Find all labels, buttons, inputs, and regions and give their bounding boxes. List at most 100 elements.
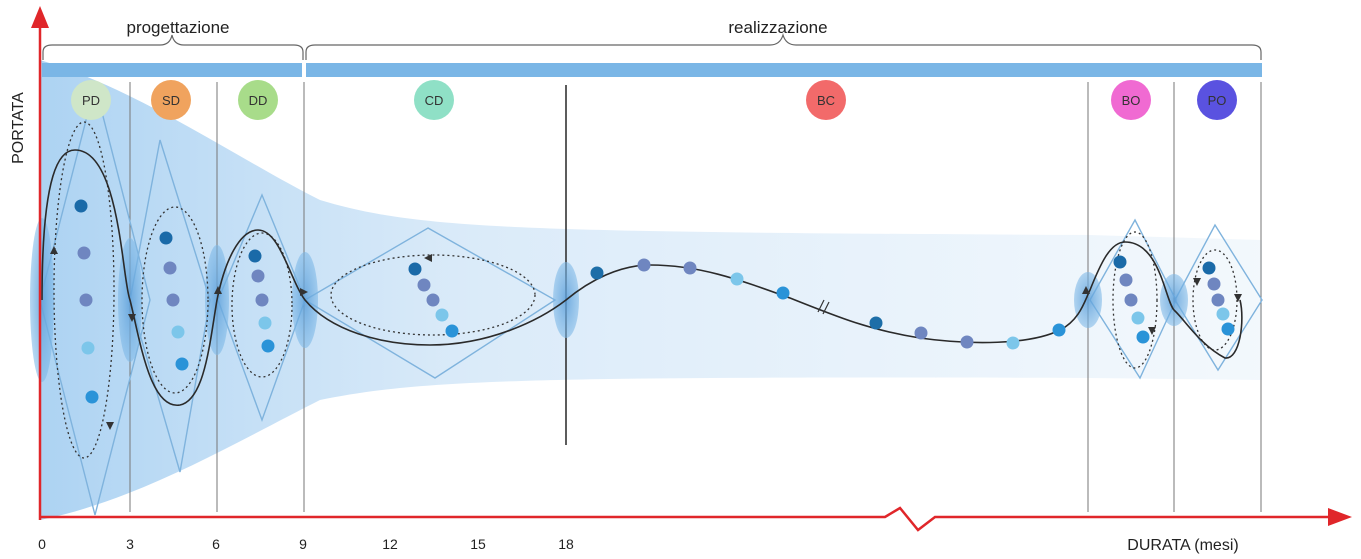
sd-diamond [129,139,211,473]
task-dot [1207,277,1221,291]
task-dot [417,278,431,292]
task-dot [683,261,697,275]
phase-badges: PD SD DD CD BC BO PO [71,80,1237,120]
task-dot [637,258,651,272]
bo-cycle [1112,231,1158,369]
task-dot [1221,322,1235,336]
po-diamond [1174,223,1263,372]
blob-po [1160,274,1188,326]
blob-bo [1074,272,1102,328]
x-axis-label: DURATA (mesi) [1127,537,1238,554]
x-tick-label: 0 [38,536,46,552]
x-axis-arrowhead [1328,508,1352,526]
cd-diamond [303,227,557,379]
arrow-up-3 [1082,286,1090,294]
arrow-down-5 [1234,294,1242,302]
phase-badge-label: CD [425,93,444,108]
phase-badge-cd [414,80,454,120]
phase-badge-dd [238,80,278,120]
progress-curve [41,149,1243,406]
phase-badge-label: BC [817,93,835,108]
construction-phase-band [306,63,1262,77]
task-dot [159,231,173,245]
task-dot [74,199,88,213]
task-dot [1124,293,1138,307]
task-dot [960,335,974,349]
task-dot [166,293,180,307]
task-dot [255,293,269,307]
task-dot [1136,330,1150,344]
x-tick-label: 6 [212,536,220,552]
x-tick-label: 18 [558,536,574,552]
task-dot [869,316,883,330]
task-dot [248,249,262,263]
cycle-ellipses [53,121,1238,459]
uncertainty-cone [40,60,1262,520]
task-dot [435,308,449,322]
task-dot [590,266,604,280]
task-dot [1131,311,1145,325]
phase-badge-pd [71,80,111,120]
task-dot [730,272,744,286]
phase-badge-label: PO [1208,93,1227,108]
x-tick-label: 15 [470,536,486,552]
x-tick-label: 9 [299,536,307,552]
task-dot [79,293,93,307]
phase-badge-label: PD [82,93,100,108]
arrow-down-3 [1148,327,1156,335]
y-axis-label: PORTATA [10,92,27,164]
task-dot [408,262,422,276]
task-dot [85,390,99,404]
design-brace [42,34,304,60]
task-dot [171,325,185,339]
task-dot [175,357,189,371]
phase-diamonds [39,84,1263,516]
y-axis-arrowhead [31,6,49,28]
task-dot [163,261,177,275]
pd-diamond [39,84,151,516]
task-dot [261,339,275,353]
task-dot [251,269,265,283]
task-dot [1006,336,1020,350]
dd-diamond [217,193,306,423]
design-phase-band [42,63,302,77]
arrow-down-1 [106,422,114,430]
break-marker [817,299,830,315]
arrow-up-1 [50,246,58,254]
x-tick-label: 12 [382,536,398,552]
phase-badge-bo [1111,80,1151,120]
task-dot [1119,273,1133,287]
task-dot [1202,261,1216,275]
task-dots [74,199,1235,404]
task-dot [81,341,95,355]
phase-badge-sd [151,80,191,120]
dd-cycle [231,232,293,378]
phase-badge-po [1197,80,1237,120]
task-dot [77,246,91,260]
arrow-right-1 [300,288,308,296]
phase-badge-bc [806,80,846,120]
task-dot [776,286,790,300]
arrow-left-1 [424,254,432,262]
construction-label: realizzazione [728,18,827,37]
task-dot [1113,255,1127,269]
sd-cycle [141,206,209,394]
bo-diamond [1089,218,1177,380]
x-axis [40,506,1330,532]
construction-brace [305,32,1262,60]
arrow-down-4 [1193,278,1201,286]
phase-dividers [129,82,1262,512]
task-dot [1211,293,1225,307]
phase-badge-label: DD [249,93,268,108]
task-dot [258,316,272,330]
x-tick-label: 3 [126,536,134,552]
task-dot [426,293,440,307]
task-dot [445,324,459,338]
task-dot [1052,323,1066,337]
pd-cycle [53,121,115,459]
x-axis-ticks: 0 3 6 9 12 15 18 [38,536,574,552]
phase-badge-label: SD [162,93,180,108]
arrow-down-2 [128,314,136,322]
phase-badge-label: BO [1122,93,1141,108]
